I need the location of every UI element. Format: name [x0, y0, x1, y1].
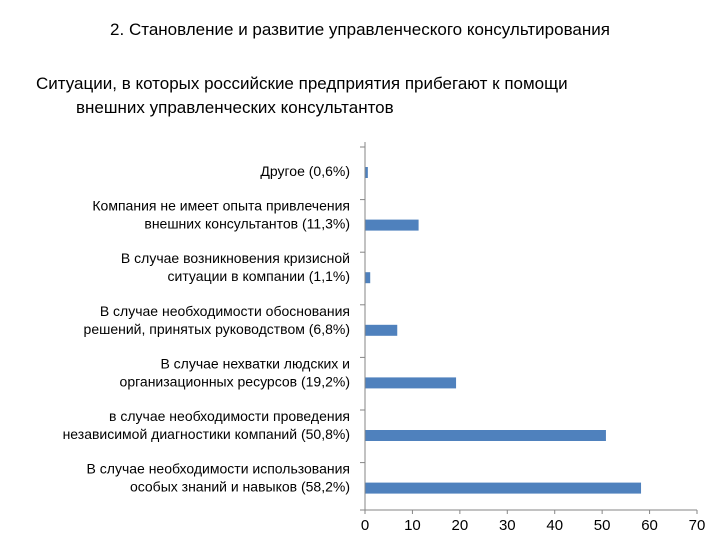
bar-2: [365, 272, 371, 284]
category-label-2-line-0: В случае возникновения кризисной: [121, 250, 350, 266]
category-label-3-line-0: В случае необходимости обоснования: [100, 303, 350, 319]
x-tick-label-2: 20: [452, 517, 469, 534]
x-tick-label-6: 60: [641, 517, 658, 534]
x-tick-label-4: 40: [546, 517, 563, 534]
bar-6: [365, 482, 642, 494]
x-tick-label-5: 50: [594, 517, 611, 534]
bar-3: [365, 324, 398, 336]
bar-4: [365, 377, 457, 389]
bar-0: [365, 167, 368, 178]
x-tick-label-0: 0: [361, 517, 369, 534]
category-label-4-line-0: В случае нехватки людских и: [160, 355, 350, 371]
category-label-4-line-1: организационных ресурсов (19,2%): [120, 373, 350, 389]
bar-5: [365, 430, 606, 441]
chart-title: Ситуации, в которых российские предприят…: [36, 72, 656, 120]
category-label-1-line-1: внешних консультантов (11,3%): [144, 216, 350, 232]
x-tick-label-7: 70: [689, 517, 706, 534]
bar-1: [365, 219, 419, 231]
x-tick-label-1: 10: [404, 517, 421, 534]
category-label-2-line-1: ситуации в компании (1,1%): [168, 268, 350, 284]
axes-group: [360, 142, 698, 514]
tick-labels-group: 0 10 20 30 40 50 60 70: [361, 517, 706, 534]
category-label-6-line-0: В случае необходимости использования: [87, 461, 350, 477]
category-label-6-line-1: особых знаний и навыков (58,2%): [130, 479, 350, 495]
category-label-5-line-0: в случае необходимости проведения: [109, 408, 350, 424]
category-label-1-line-0: Компания не имеет опыта привлечения: [92, 198, 350, 214]
slide-heading: 2. Становление и развитие управленческог…: [110, 20, 610, 39]
category-label-0-line-0: Другое (0,6%): [260, 163, 350, 179]
chart-title-line-1: Ситуации, в которых российские предприят…: [36, 74, 568, 93]
bars-group: [365, 167, 642, 494]
category-labels-group: Другое (0,6%) Компания не имеет опыта при…: [63, 163, 350, 495]
category-label-5-line-1: независимой диагностики компаний (50,8%): [63, 426, 350, 442]
x-tick-label-3: 30: [499, 517, 516, 534]
category-label-3-line-1: решений, принятых руководством (6,8%): [84, 321, 350, 337]
chart-title-line-2: внешних управленческих консультантов: [76, 98, 394, 117]
